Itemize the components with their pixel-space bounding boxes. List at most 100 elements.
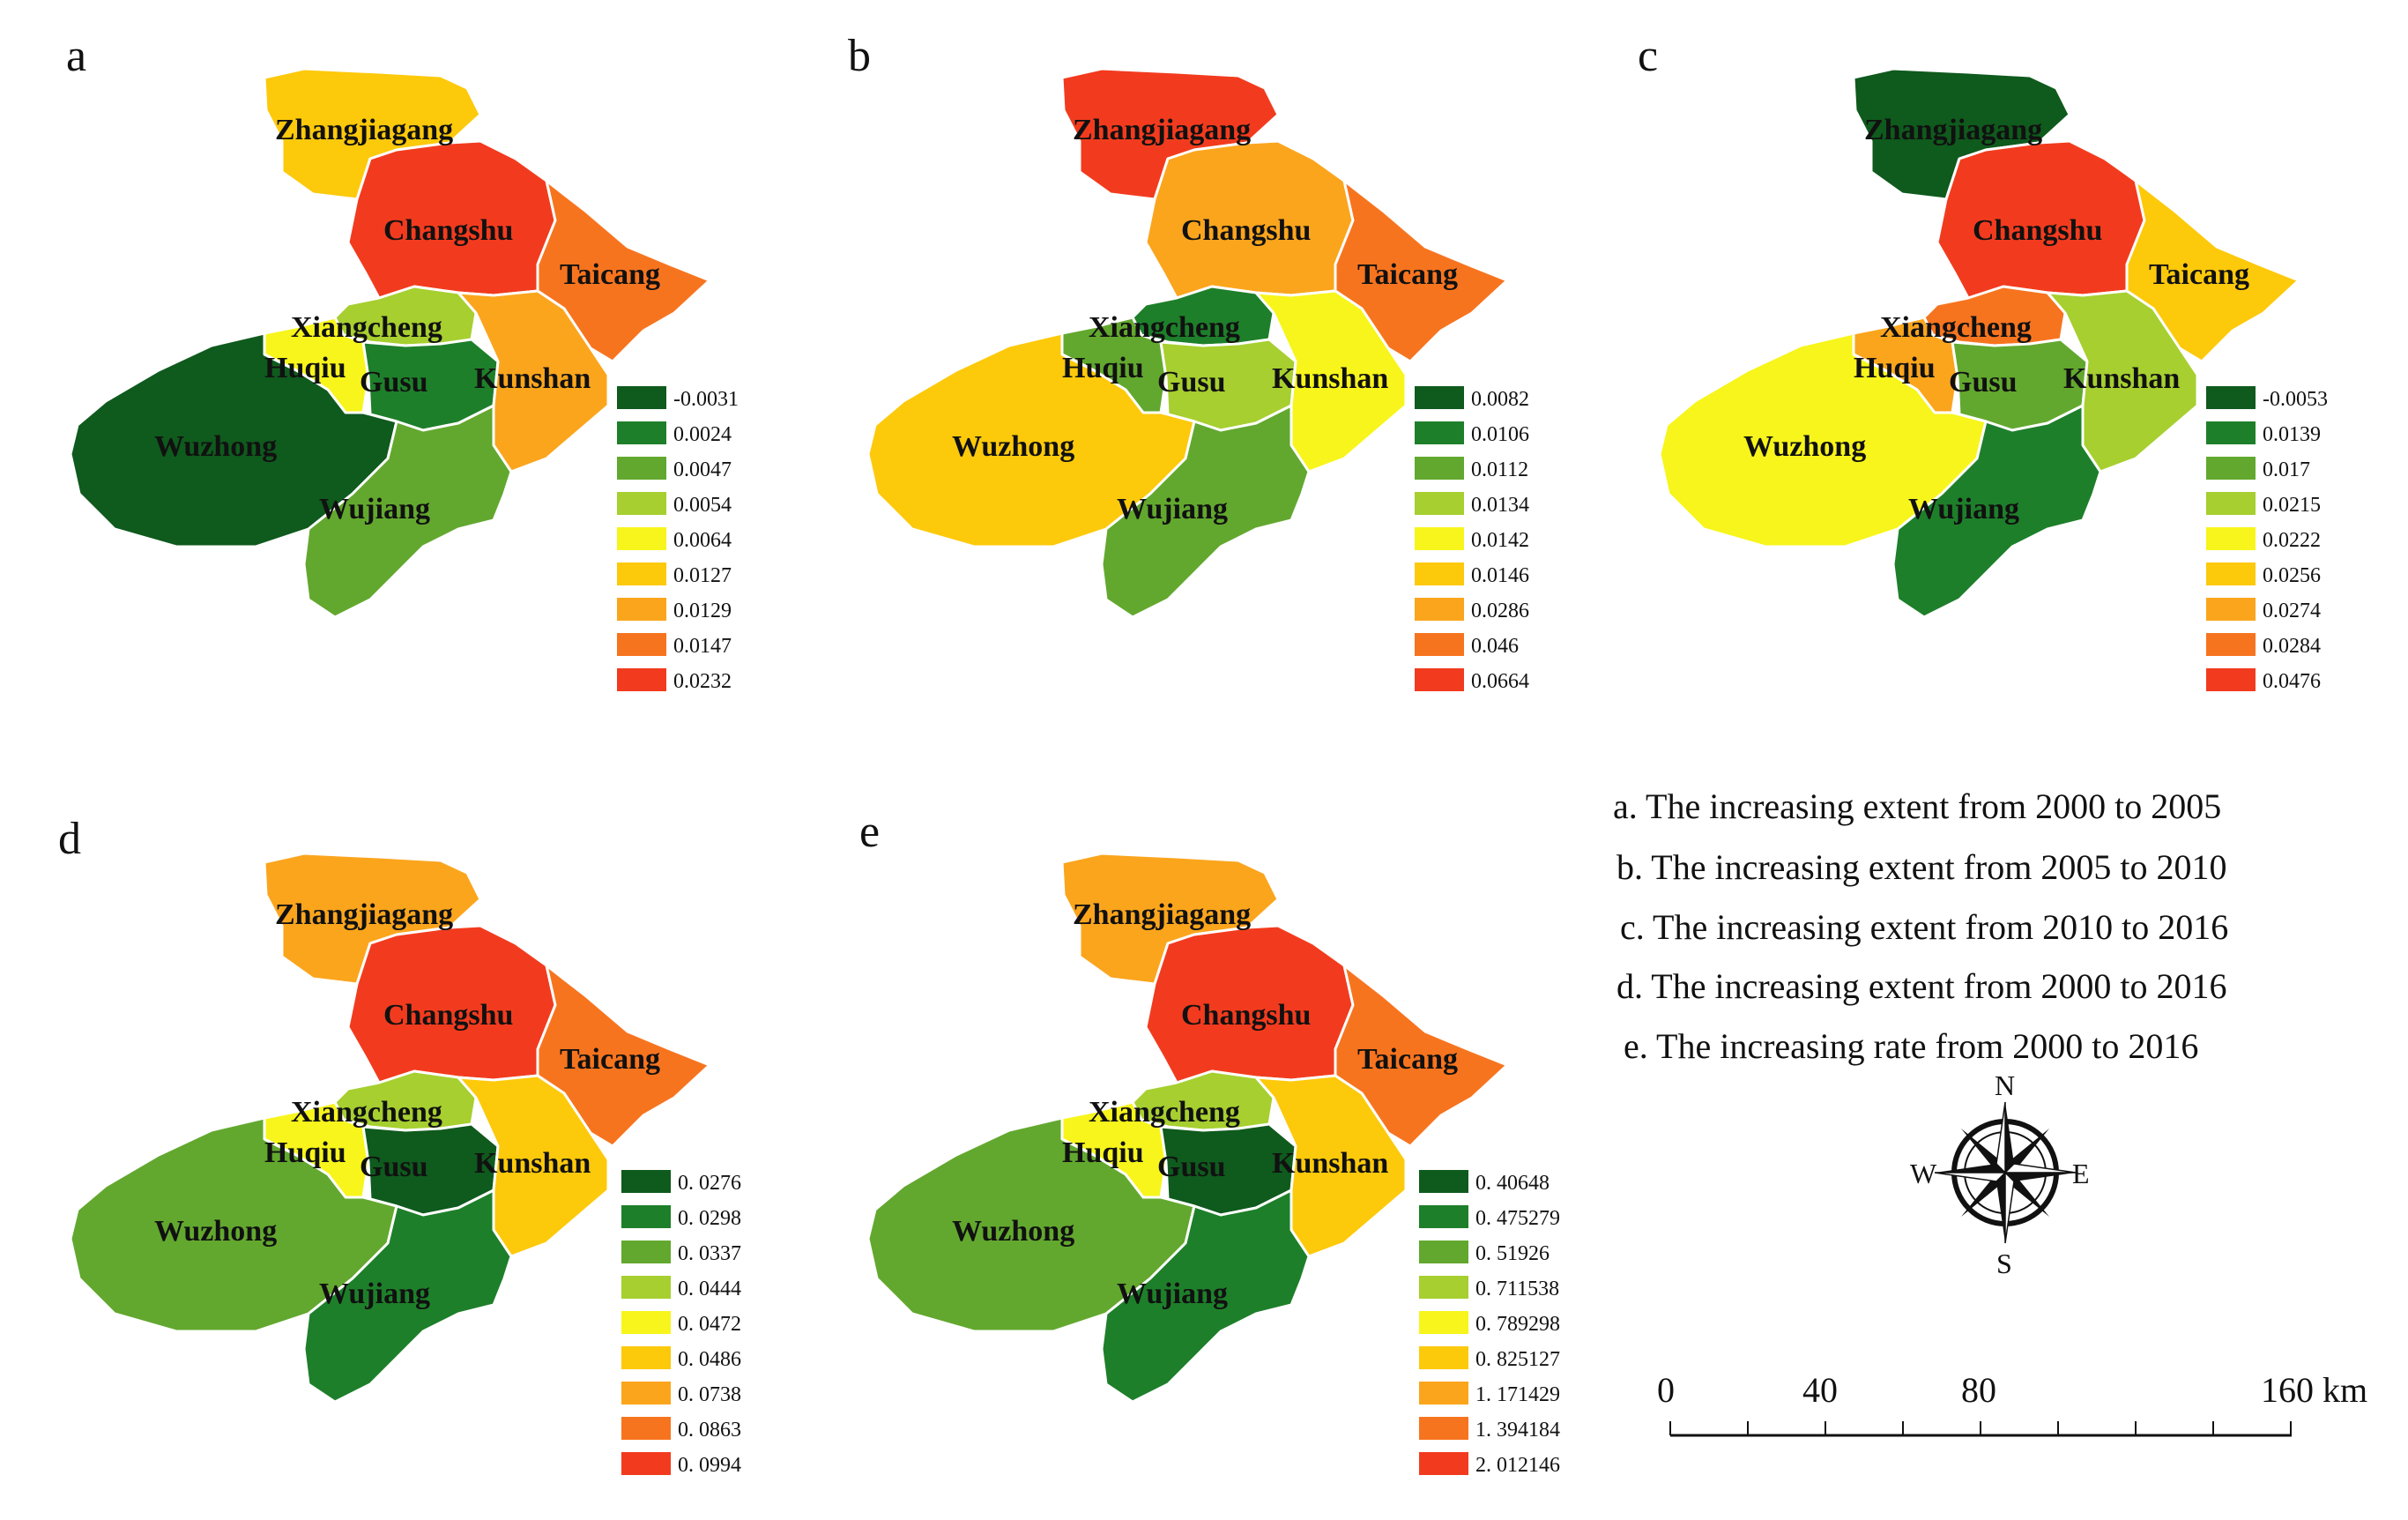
label-wuzhong-c: Wuzhong — [1743, 430, 1866, 463]
label-huqiu-c: Huqiu — [1854, 352, 1936, 384]
legend-swatch-b-2 — [1415, 457, 1464, 480]
legend-swatch-d-3 — [621, 1276, 671, 1299]
legend-swatch-e-5 — [1419, 1346, 1468, 1369]
label-huqiu-e: Huqiu — [1062, 1136, 1144, 1169]
label-xiangcheng-d: Xiangcheng — [291, 1096, 442, 1129]
legend-swatch-d-6 — [621, 1382, 671, 1405]
legend-label-d-6: 0. 0738 — [678, 1383, 741, 1406]
label-gusu-c: Gusu — [1949, 366, 2018, 399]
region-wujiang-c — [1891, 404, 2102, 619]
region-taicang-c — [2125, 179, 2300, 363]
region-wuzhong-d — [69, 1116, 398, 1333]
legend-swatch-d-8 — [621, 1452, 671, 1475]
compass-w: W — [1910, 1158, 1937, 1189]
label-changshu-d: Changshu — [383, 999, 513, 1032]
compass-e: E — [2072, 1158, 2090, 1189]
legend-swatch-c-0 — [2206, 386, 2256, 409]
region-kunshan-d — [457, 1074, 610, 1258]
region-kunshan-b — [1254, 289, 1408, 473]
map-panel-c: c Zhangjiagang Changshu Taicang Xiangcheng Hu… — [1638, 31, 2328, 693]
legend-label-c-4: 0.0222 — [2263, 529, 2321, 552]
label-taicang-c: Taicang — [2149, 258, 2249, 291]
legend-label-d-3: 0. 0444 — [678, 1278, 741, 1300]
legend-label-c-1: 0.0139 — [2263, 423, 2321, 446]
legend-label-b-6: 0.0286 — [1471, 600, 1529, 622]
label-huqiu-b: Huqiu — [1062, 352, 1144, 384]
legend-swatch-b-6 — [1415, 598, 1464, 621]
legend-swatch-e-3 — [1419, 1276, 1468, 1299]
legend-swatch-b-0 — [1415, 386, 1464, 409]
legend-label-e-6: 1. 171429 — [1475, 1383, 1560, 1406]
legend-label-a-7: 0.0147 — [673, 635, 732, 658]
legend-swatch-b-3 — [1415, 492, 1464, 515]
legend-label-b-0: 0.0082 — [1471, 388, 1529, 411]
label-changshu-b: Changshu — [1181, 214, 1311, 247]
legend-label-d-5: 0. 0486 — [678, 1348, 741, 1371]
legend-label-d-8: 0. 0994 — [678, 1454, 741, 1477]
label-gusu-d: Gusu — [360, 1151, 428, 1183]
legend-label-b-5: 0.0146 — [1471, 564, 1529, 587]
compass-n: N — [1995, 1069, 2015, 1101]
label-gusu-e: Gusu — [1157, 1151, 1226, 1183]
label-taicang-e: Taicang — [1357, 1043, 1458, 1076]
legend-label-d-4: 0. 0472 — [678, 1313, 741, 1336]
label-xiangcheng-c: Xiangcheng — [1880, 311, 2032, 344]
scale-bar: 0 40 80 160 km — [1657, 1370, 2367, 1437]
map-panel-a: a Zhangjiagang Changshu Taicang Xiangcheng Hu… — [66, 31, 739, 693]
panel-tag-b: b — [848, 31, 871, 81]
label-huqiu-d: Huqiu — [264, 1136, 346, 1169]
legend-swatch-e-1 — [1419, 1205, 1468, 1228]
label-wujiang-a: Wujiang — [319, 493, 430, 525]
label-zhangjiagang-a: Zhangjiagang — [275, 114, 453, 146]
legend-label-e-8: 2. 012146 — [1475, 1454, 1560, 1477]
region-wuzhong-a — [69, 332, 398, 548]
region-taicang-a — [536, 179, 711, 363]
label-wuzhong-d: Wuzhong — [154, 1215, 277, 1248]
legend-label-a-2: 0.0047 — [673, 458, 732, 481]
legend-swatch-b-5 — [1415, 563, 1464, 585]
legend-swatch-e-2 — [1419, 1241, 1468, 1263]
legend-swatch-e-6 — [1419, 1382, 1468, 1405]
legend-swatch-b-7 — [1415, 633, 1464, 656]
scale-label-40: 40 — [1802, 1370, 1838, 1410]
caption-a: a. The increasing extent from 2000 to 20… — [1613, 786, 2221, 826]
label-wuzhong-a: Wuzhong — [154, 430, 277, 463]
legend-label-e-2: 0. 51926 — [1475, 1242, 1550, 1265]
legend-swatch-d-0 — [621, 1170, 671, 1193]
legend-swatch-d-7 — [621, 1417, 671, 1440]
caption-c: c. The increasing extent from 2010 to 20… — [1620, 907, 2228, 947]
map-panel-e: e Zhangjiagang Changshu Taicang Xiangcheng Hu… — [859, 807, 1560, 1477]
label-kunshan-b: Kunshan — [1272, 362, 1388, 395]
map-panel-b: b Zhangjiagang Changshu Taicang Xiangcheng Hu… — [848, 31, 1529, 693]
legend-label-e-7: 1. 394184 — [1475, 1419, 1560, 1442]
legend-label-b-1: 0.0106 — [1471, 423, 1529, 446]
legend-swatch-c-4 — [2206, 527, 2256, 550]
legend-swatch-a-1 — [617, 421, 666, 444]
map-panel-d: d Zhangjiagang Changshu Taicang Xiangcheng Hu… — [58, 814, 741, 1477]
legend-label-a-0: -0.0031 — [673, 388, 739, 411]
legend-label-a-3: 0.0054 — [673, 494, 732, 517]
label-wujiang-c: Wujiang — [1908, 493, 2019, 525]
region-kunshan-c — [2046, 289, 2199, 473]
panel-tag-a: a — [66, 31, 86, 81]
legend-label-e-5: 0. 825127 — [1475, 1348, 1560, 1371]
label-xiangcheng-a: Xiangcheng — [291, 311, 442, 344]
label-wujiang-e: Wujiang — [1117, 1278, 1228, 1310]
legend-swatch-a-3 — [617, 492, 666, 515]
legend-swatch-c-5 — [2206, 563, 2256, 585]
legend-label-c-3: 0.0215 — [2263, 494, 2321, 517]
label-taicang-b: Taicang — [1357, 258, 1458, 291]
legend-label-a-4: 0.0064 — [673, 529, 732, 552]
legend-a: -0.0031 0.0024 0.0047 0.0054 0.0064 0.0127 0.0… — [617, 386, 739, 693]
legend-swatch-a-0 — [617, 386, 666, 409]
label-changshu-e: Changshu — [1181, 999, 1311, 1032]
region-taicang-d — [536, 964, 711, 1148]
legend-label-e-0: 0. 40648 — [1475, 1172, 1550, 1195]
scale-label-160: 160 km — [2261, 1370, 2367, 1410]
label-kunshan-a: Kunshan — [474, 362, 591, 395]
label-huqiu-a: Huqiu — [264, 352, 346, 384]
legend-swatch-d-2 — [621, 1241, 671, 1263]
label-wuzhong-e: Wuzhong — [952, 1215, 1074, 1248]
legend-label-c-7: 0.0284 — [2263, 635, 2321, 658]
